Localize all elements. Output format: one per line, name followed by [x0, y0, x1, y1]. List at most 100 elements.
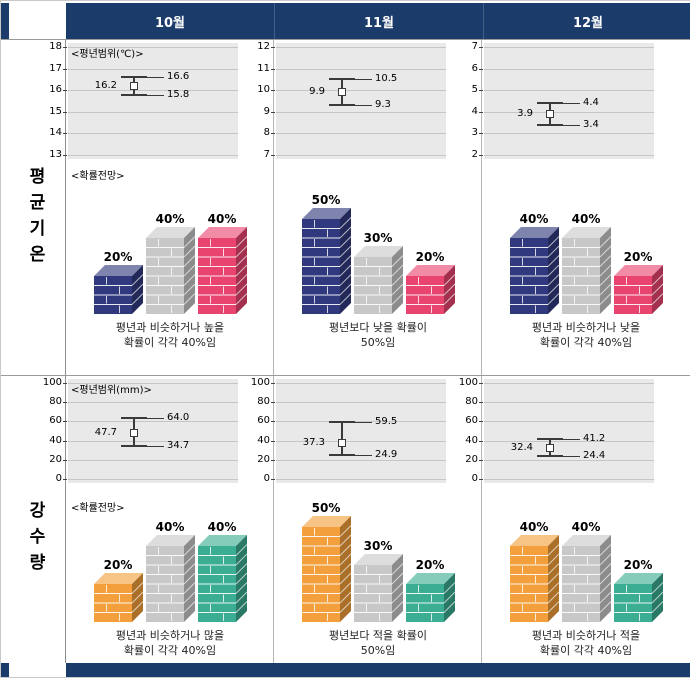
- section-divider-line: [1, 375, 690, 376]
- bar-3d-graphic: [145, 535, 195, 622]
- errorbar-cap-low: [329, 104, 355, 107]
- bar-percent-label: 20%: [415, 250, 445, 264]
- bar-percent-label: 40%: [571, 212, 601, 226]
- y-tick-mark: [479, 383, 483, 384]
- temperature-range-title: <평년범위(℃)>: [71, 49, 144, 60]
- bar-percent-label: 40%: [155, 212, 185, 226]
- errorbar-cap-low: [537, 454, 563, 457]
- bar-3d-graphic: [561, 227, 611, 314]
- gridline: [276, 459, 446, 461]
- gridline: [276, 47, 446, 48]
- y-tick-mark: [63, 111, 67, 113]
- prob-bar: 40%: [509, 212, 559, 314]
- y-tick-mark: [271, 440, 275, 442]
- range-chart: 12 11 10 9 8 7 10.5 9.3 9.9: [257, 41, 482, 160]
- y-tick-label: 7: [471, 41, 478, 52]
- mean-value-label: 16.2: [94, 79, 117, 91]
- header-bottom-line: [1, 39, 690, 40]
- prob-bar: 30%: [353, 539, 403, 622]
- gridline: [276, 440, 446, 442]
- bar-3d-graphic: [561, 535, 611, 622]
- precipitation-probability-title: <확률전망>: [71, 503, 125, 514]
- y-tick-label: 10: [257, 84, 270, 96]
- bar-row: 50% 30% 20%: [301, 501, 455, 622]
- errorbar-cap-high: [537, 102, 563, 105]
- footer-corner-block: [1, 663, 9, 677]
- gridline: [484, 421, 654, 423]
- prob-bar: 40%: [197, 520, 247, 622]
- y-tick-mark: [271, 133, 275, 135]
- prob-bar: 20%: [93, 250, 143, 314]
- bar-row: 50% 30% 20%: [301, 193, 455, 314]
- temperature-range-band: <평년범위(℃)> 18 17 16 15 14 13 16.6 15.8 16.2 12 11 10…: [49, 41, 690, 160]
- precipitation-range-charts: 100 80 60 40 20 0 64.0 34.7 47.7 100 80 60 40 20 0 59.5…: [43, 377, 690, 489]
- y-tick-label: 17: [49, 62, 62, 74]
- y-tick-label: 80: [257, 396, 270, 408]
- high-value-label: 59.5: [375, 415, 398, 427]
- y-tick-label: 40: [465, 434, 478, 446]
- gridline: [484, 479, 654, 480]
- y-tick-label: 15: [49, 105, 62, 117]
- bar-3d-graphic: [93, 573, 143, 622]
- prob-caption-line: 평년과 비슷하거나 낮을: [531, 321, 641, 334]
- y-tick-label: 100: [458, 377, 478, 388]
- y-tick-label: 100: [250, 377, 270, 388]
- bar-3d-graphic: [405, 265, 455, 314]
- y-tick-mark: [271, 459, 275, 461]
- bar-3d-graphic: [353, 246, 403, 314]
- gridline: [68, 479, 238, 480]
- range-chart: 100 80 60 40 20 0 64.0 34.7 47.7: [43, 377, 274, 489]
- gridline: [68, 133, 238, 135]
- bar-percent-label: 30%: [363, 539, 393, 553]
- gridline: [68, 90, 238, 92]
- y-tick-label: 8: [263, 127, 270, 139]
- range-plot: 12 11 10 9 8 7 10.5 9.3 9.9: [257, 41, 446, 160]
- gridline: [276, 90, 446, 92]
- bar-3d-graphic: [509, 535, 559, 622]
- gridline: [276, 68, 446, 70]
- errorbar-cap-low: [537, 123, 563, 126]
- precipitation-probability-band: <확률전망> 20% 40% 40% 평년과 비슷하거나 많을 확률이 각각 40%임 5…: [66, 491, 690, 663]
- y-tick-mark: [271, 68, 275, 70]
- y-tick-mark: [63, 90, 67, 92]
- errorbar-cap-high: [537, 438, 563, 441]
- y-tick-label: 14: [49, 127, 62, 139]
- prob-group: 40% 40% 20% 평년과 비슷하거나 낮을 확률이 각각 40%임: [482, 159, 690, 375]
- precipitation-range-title: <평년범위(mm)>: [71, 385, 152, 396]
- y-tick-mark: [479, 440, 483, 442]
- row-label-temperature: 평균기온: [25, 167, 45, 271]
- bar-percent-label: 20%: [623, 250, 653, 264]
- errorbar-cap-high: [121, 416, 147, 419]
- mean-marker: [338, 439, 346, 448]
- y-tick-label: 3: [471, 127, 478, 139]
- prob-bar: 20%: [405, 558, 455, 622]
- gridline: [68, 402, 238, 404]
- bar-percent-label: 30%: [363, 231, 393, 245]
- range-plot: 100 80 60 40 20 0 41.2 24.4 32.4: [459, 377, 654, 484]
- y-tick-mark: [479, 459, 483, 461]
- y-tick-label: 20: [465, 453, 478, 465]
- sidebar-divider-line: [65, 39, 66, 663]
- y-tick-label: 13: [49, 149, 62, 160]
- y-tick-label: 7: [263, 149, 270, 160]
- y-tick-label: 80: [465, 396, 478, 408]
- leader-line-low: [563, 124, 580, 126]
- prob-caption-line: 확률이 각각 40%임: [539, 335, 633, 349]
- y-tick-mark: [271, 111, 275, 113]
- gridline: [484, 440, 654, 442]
- prob-bar: 40%: [145, 520, 195, 622]
- bar-percent-label: 40%: [207, 520, 237, 534]
- leader-line-high: [563, 103, 580, 105]
- prob-caption: 평년과 비슷하거나 낮을 확률이 각각 40%임: [532, 321, 640, 351]
- mean-value-label: 3.9: [517, 107, 533, 119]
- gridline: [68, 68, 238, 70]
- bar-3d-graphic: [301, 516, 351, 622]
- bar-percent-label: 20%: [415, 558, 445, 572]
- mean-marker: [130, 429, 138, 438]
- bar-3d-graphic: [145, 227, 195, 314]
- gridline: [276, 402, 446, 404]
- bar-percent-label: 40%: [571, 520, 601, 534]
- month-header: 10월 11월 12월: [66, 3, 690, 39]
- low-value-label: 34.7: [167, 439, 190, 451]
